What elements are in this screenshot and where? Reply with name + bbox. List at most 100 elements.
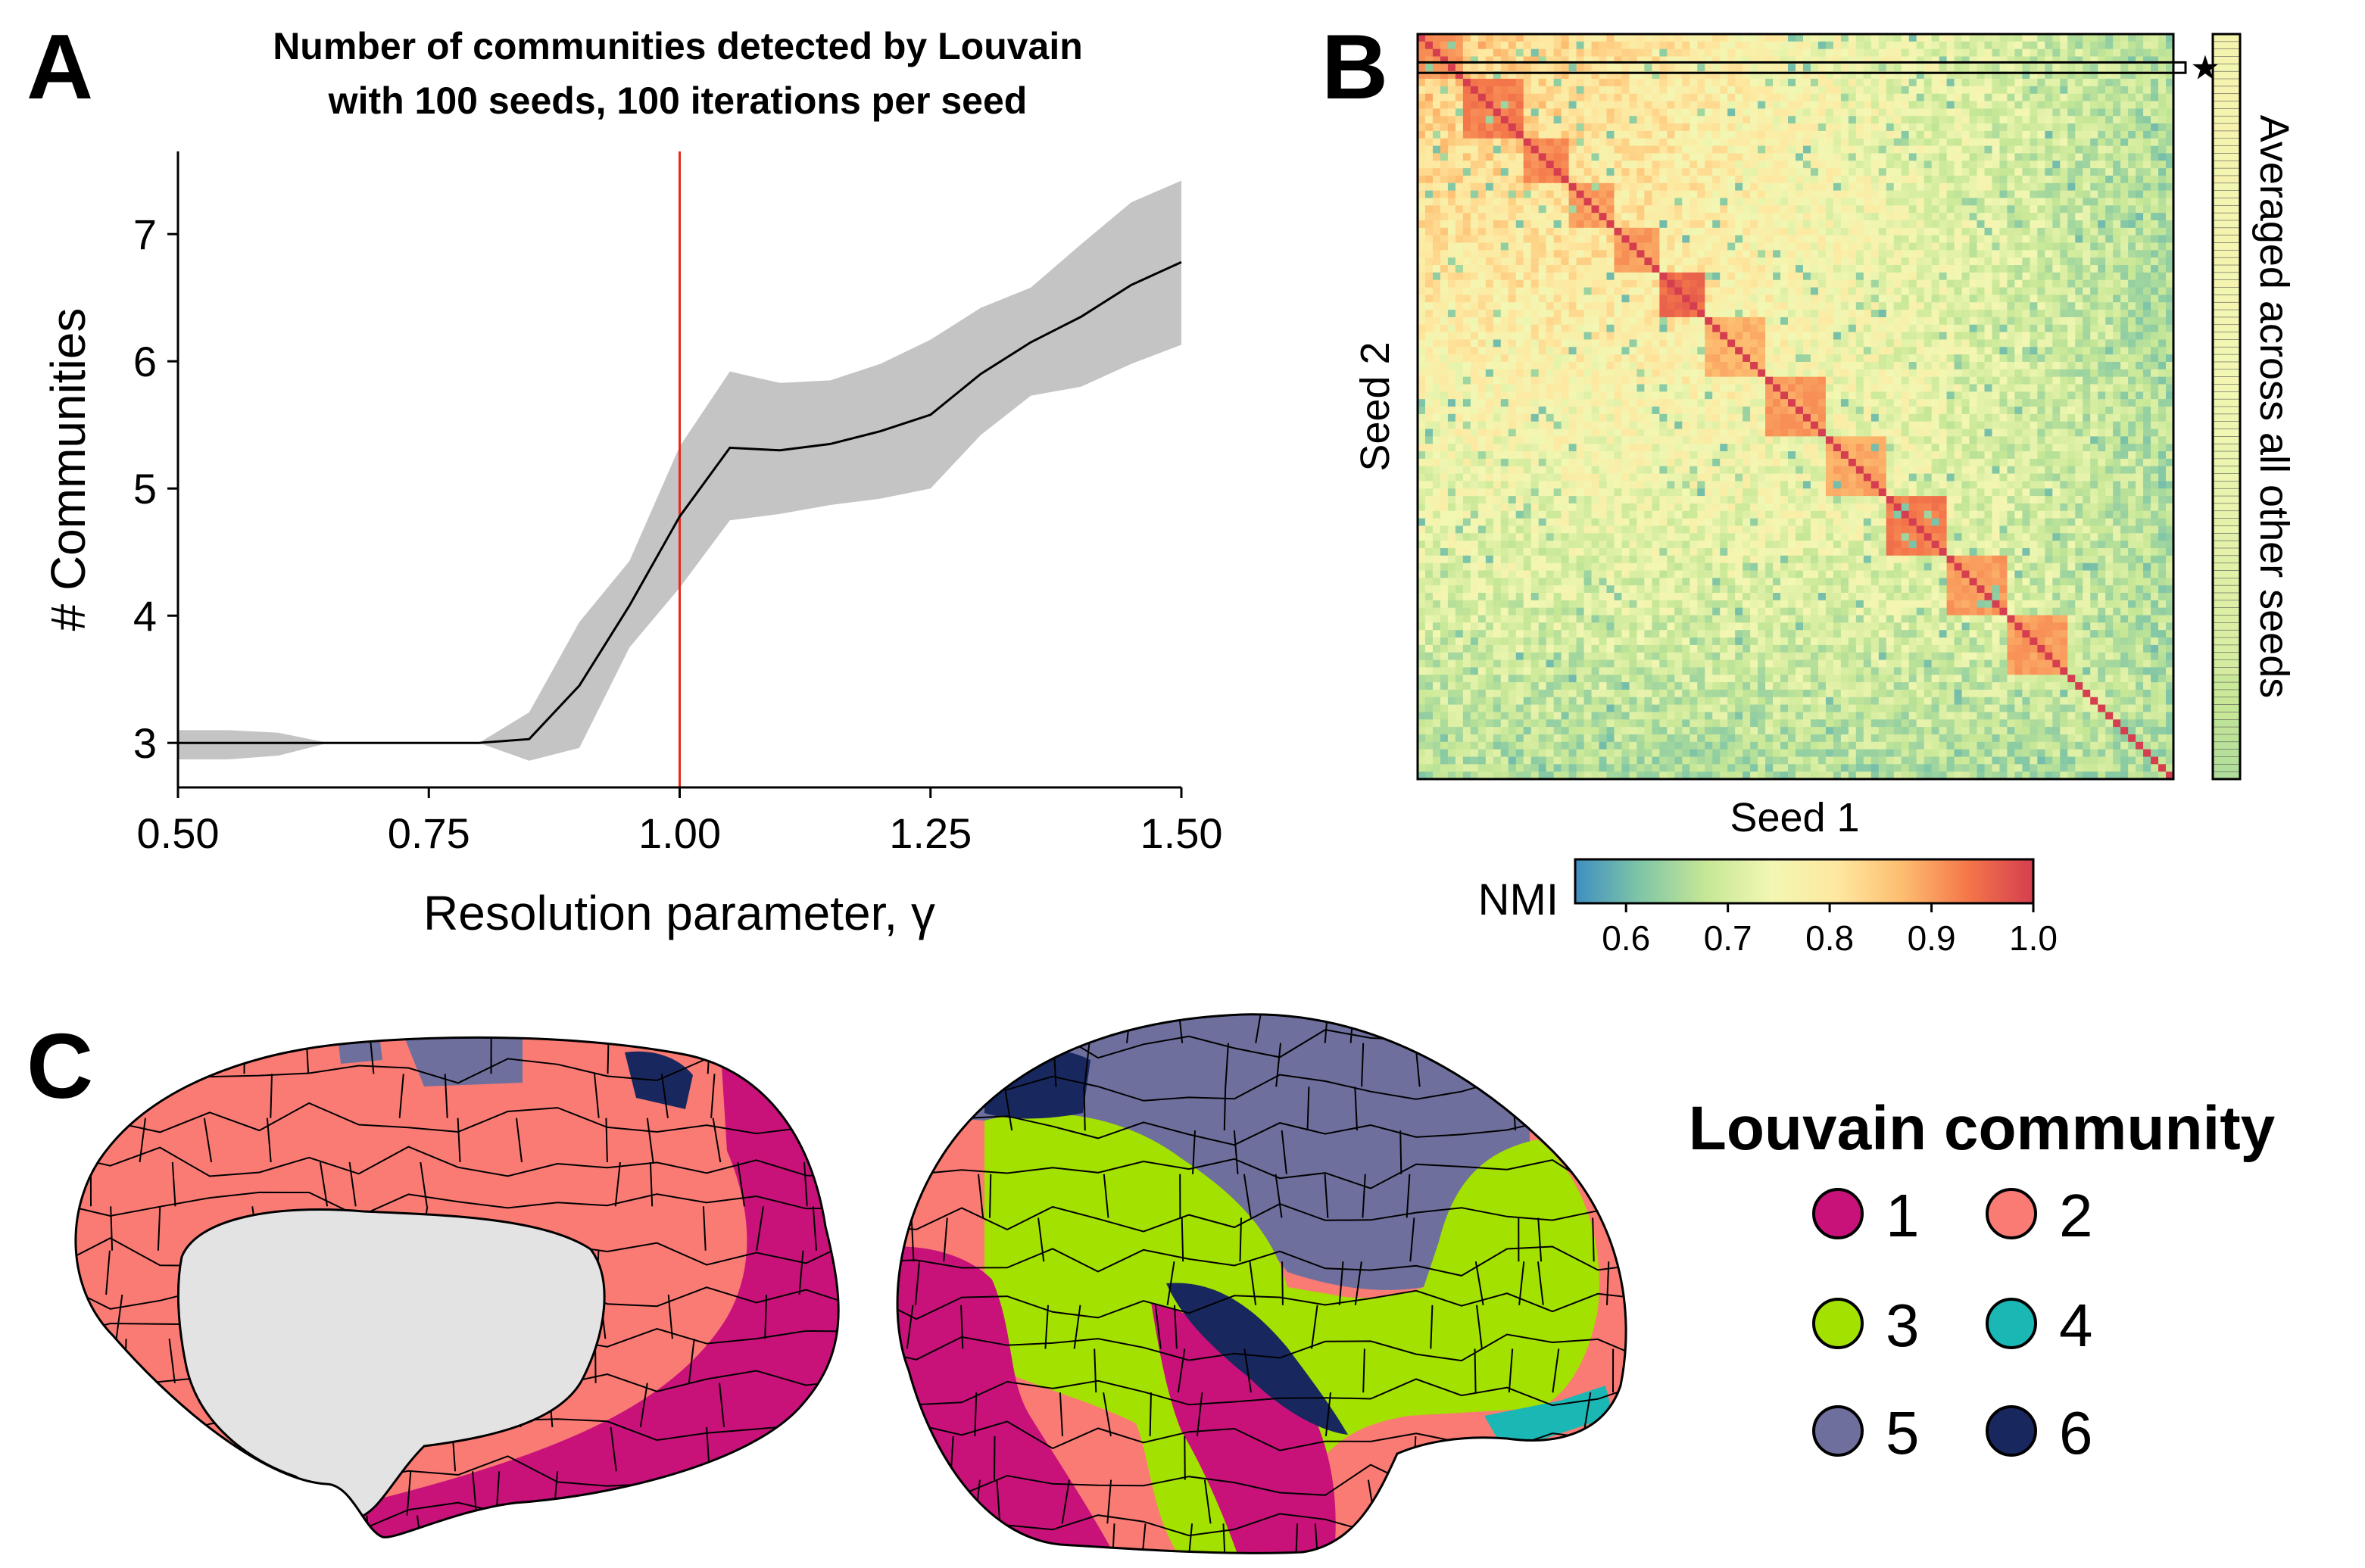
heatmap-cell: [1810, 361, 1819, 370]
heatmap-cell: [1561, 376, 1570, 385]
heatmap-cell: [1878, 93, 1887, 102]
heatmap-cell: [1825, 227, 1834, 236]
heatmap-cell: [2105, 391, 2114, 400]
heatmap-cell: [1568, 295, 1577, 303]
heatmap-cell: [1946, 41, 1955, 50]
heatmap-cell: [1908, 391, 1917, 400]
heatmap-cell: [1576, 101, 1585, 109]
heatmap-cell: [1644, 101, 1652, 109]
heatmap-cell: [2158, 272, 2167, 281]
heatmap-cell: [1591, 93, 1600, 102]
heatmap-cell: [1432, 198, 1441, 206]
heatmap-cell: [1440, 123, 1449, 132]
heatmap-cell: [1530, 205, 1540, 214]
heatmap-cell: [1568, 145, 1577, 154]
heatmap-cell: [1802, 71, 1811, 79]
heatmap-cell: [1705, 316, 1713, 326]
heatmap-cell: [1870, 295, 1880, 303]
heatmap-cell: [1765, 41, 1774, 50]
heatmap-cell: [1682, 175, 1690, 184]
heatmap-cell: [2014, 376, 2023, 385]
heatmap-cell: [1477, 71, 1487, 79]
heatmap-cell: [2083, 130, 2091, 139]
heatmap-cell: [1674, 324, 1683, 333]
heatmap-cell: [1530, 361, 1540, 370]
heatmap-cell: [2037, 182, 2045, 192]
heatmap-cell: [1833, 339, 1842, 348]
heatmap-cell: [1773, 175, 1781, 184]
heatmap-cell: [1750, 361, 1758, 370]
heatmap-cell: [1720, 86, 1728, 95]
heatmap-cell: [1674, 354, 1683, 363]
heatmap-cell: [1765, 287, 1774, 295]
heatmap-cell: [1780, 198, 1789, 206]
heatmap-cell: [1855, 138, 1864, 147]
heatmap-cell: [1599, 332, 1608, 341]
heatmap-cell: [1530, 145, 1540, 154]
heatmap-cell: [1659, 242, 1668, 251]
heatmap-cell: [1644, 235, 1652, 244]
heatmap-cell: [2143, 190, 2151, 199]
heatmap-cell: [1591, 242, 1600, 251]
heatmap-cell: [1817, 86, 1827, 95]
heatmap-cell: [1802, 347, 1811, 355]
heatmap-cell: [1485, 153, 1494, 161]
heatmap-cell: [1485, 257, 1494, 266]
heatmap-cell: [1969, 138, 1978, 147]
heatmap-cell: [1893, 339, 1902, 348]
heatmap-cell: [1508, 399, 1517, 407]
heatmap-cell: [1954, 227, 1963, 236]
heatmap-cell: [1530, 48, 1540, 58]
heatmap-cell: [2098, 369, 2106, 378]
heatmap-cell: [2045, 130, 2053, 139]
heatmap-cell: [2158, 138, 2167, 147]
heatmap-cell: [1758, 339, 1766, 348]
heatmap-cell: [1992, 287, 2001, 295]
heatmap-cell: [1644, 279, 1652, 288]
heatmap-cell: [2105, 153, 2114, 161]
heatmap-cell: [2136, 242, 2144, 251]
heatmap-cell: [1470, 101, 1479, 109]
heatmap-cell: [1977, 369, 1986, 378]
heatmap-cell: [1440, 250, 1449, 258]
heatmap-cell: [1750, 235, 1758, 244]
heatmap-cell: [1886, 332, 1895, 341]
heatmap-cell: [1886, 41, 1895, 50]
heatmap-cell: [2007, 316, 2016, 326]
heatmap-cell: [2120, 153, 2129, 161]
heatmap-cell: [1561, 145, 1570, 154]
heatmap-cell: [1773, 108, 1781, 117]
heatmap-cell: [2067, 108, 2076, 117]
heatmap-cell: [1621, 272, 1630, 281]
heatmap-cell: [1992, 213, 2001, 221]
heatmap-cell: [1424, 138, 1434, 147]
heatmap-cell: [1493, 168, 1502, 176]
heatmap-cell: [2105, 93, 2114, 102]
heatmap-cell: [1931, 347, 1940, 355]
heatmap-cell: [2105, 86, 2114, 95]
heatmap-cell: [1750, 213, 1758, 221]
heatmap-cell: [1773, 324, 1781, 333]
heatmap-cell: [1591, 123, 1600, 132]
heatmap-cell: [2090, 295, 2098, 303]
heatmap-cell: [2045, 190, 2053, 199]
heatmap-cell: [2136, 324, 2144, 333]
heatmap-cell: [1470, 235, 1479, 244]
heatmap-cell: [1893, 64, 1902, 72]
heatmap-cell: [1621, 116, 1630, 124]
heatmap-cell: [2045, 86, 2053, 95]
heatmap-cell: [1690, 48, 1698, 58]
heatmap-cell: [2075, 190, 2083, 199]
heatmap-cell: [1508, 242, 1517, 251]
heatmap-cell: [2060, 250, 2068, 258]
heatmap-cell: [2022, 361, 2030, 370]
heatmap-cell: [1712, 108, 1721, 117]
heatmap-cell: [1424, 287, 1434, 295]
heatmap-cell: [1878, 48, 1887, 58]
heatmap-cell: [1470, 198, 1479, 206]
heatmap-cell: [1477, 79, 1487, 87]
heatmap-cell: [2098, 198, 2106, 206]
heatmap-cell: [1999, 220, 2008, 229]
heatmap-cell: [1485, 182, 1494, 192]
heatmap-cell: [1546, 145, 1555, 154]
